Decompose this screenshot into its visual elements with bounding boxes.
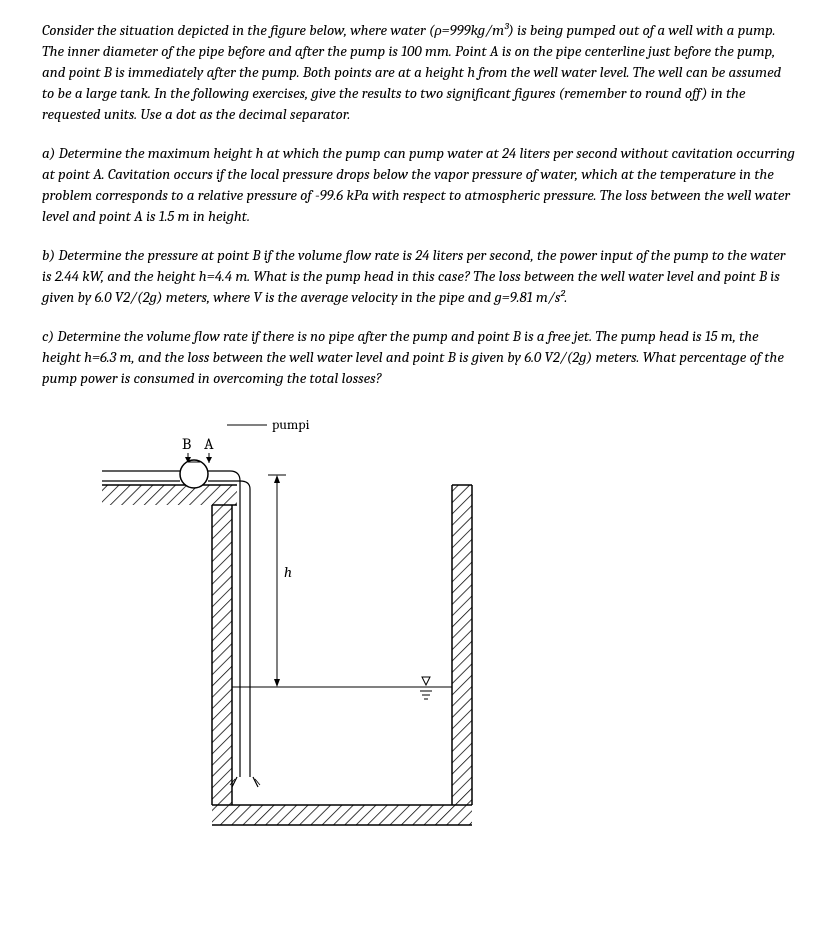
part-a-paragraph: a) Determine the maximum height h at whi… [42,143,796,227]
part-a-text: a) Determine the maximum height h at whi… [42,144,795,225]
point-a-label: A [204,435,214,453]
figure-container: pumpi B A h [72,407,796,827]
height-label: h [284,563,292,581]
part-c-paragraph: c) Determine the volume flow rate if the… [42,326,796,389]
part-c-text: c) Determine the volume flow rate if the… [42,327,784,387]
point-b-label: B [182,435,191,453]
intro-text: Consider the situation depicted in the f… [42,21,781,123]
pump-label: pumpi [272,416,310,433]
intro-paragraph: Consider the situation depicted in the f… [42,20,796,125]
part-b-text: b) Determine the pressure at point B if … [42,246,785,306]
well-pump-diagram: pumpi B A h [72,407,502,827]
part-b-paragraph: b) Determine the pressure at point B if … [42,245,796,308]
